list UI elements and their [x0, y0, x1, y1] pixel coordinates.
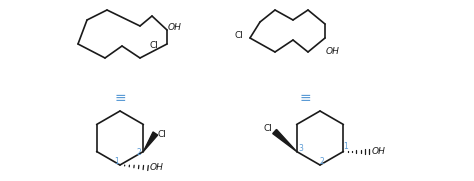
Text: Cl: Cl	[157, 130, 166, 139]
Text: Cl: Cl	[235, 31, 244, 41]
Text: Cl: Cl	[264, 124, 273, 133]
Text: OH: OH	[168, 24, 182, 33]
Text: OH: OH	[326, 47, 340, 56]
Text: 3: 3	[298, 144, 303, 153]
Text: OH: OH	[150, 163, 164, 172]
Text: ≡: ≡	[114, 91, 126, 105]
Text: ≡: ≡	[299, 91, 311, 105]
Text: 2: 2	[136, 148, 141, 157]
Text: Cl: Cl	[150, 41, 159, 50]
Text: 2: 2	[319, 157, 324, 167]
Text: 1: 1	[115, 157, 119, 165]
Polygon shape	[273, 129, 297, 151]
Text: OH: OH	[372, 147, 385, 156]
Text: 1: 1	[343, 142, 348, 151]
Polygon shape	[143, 132, 158, 151]
